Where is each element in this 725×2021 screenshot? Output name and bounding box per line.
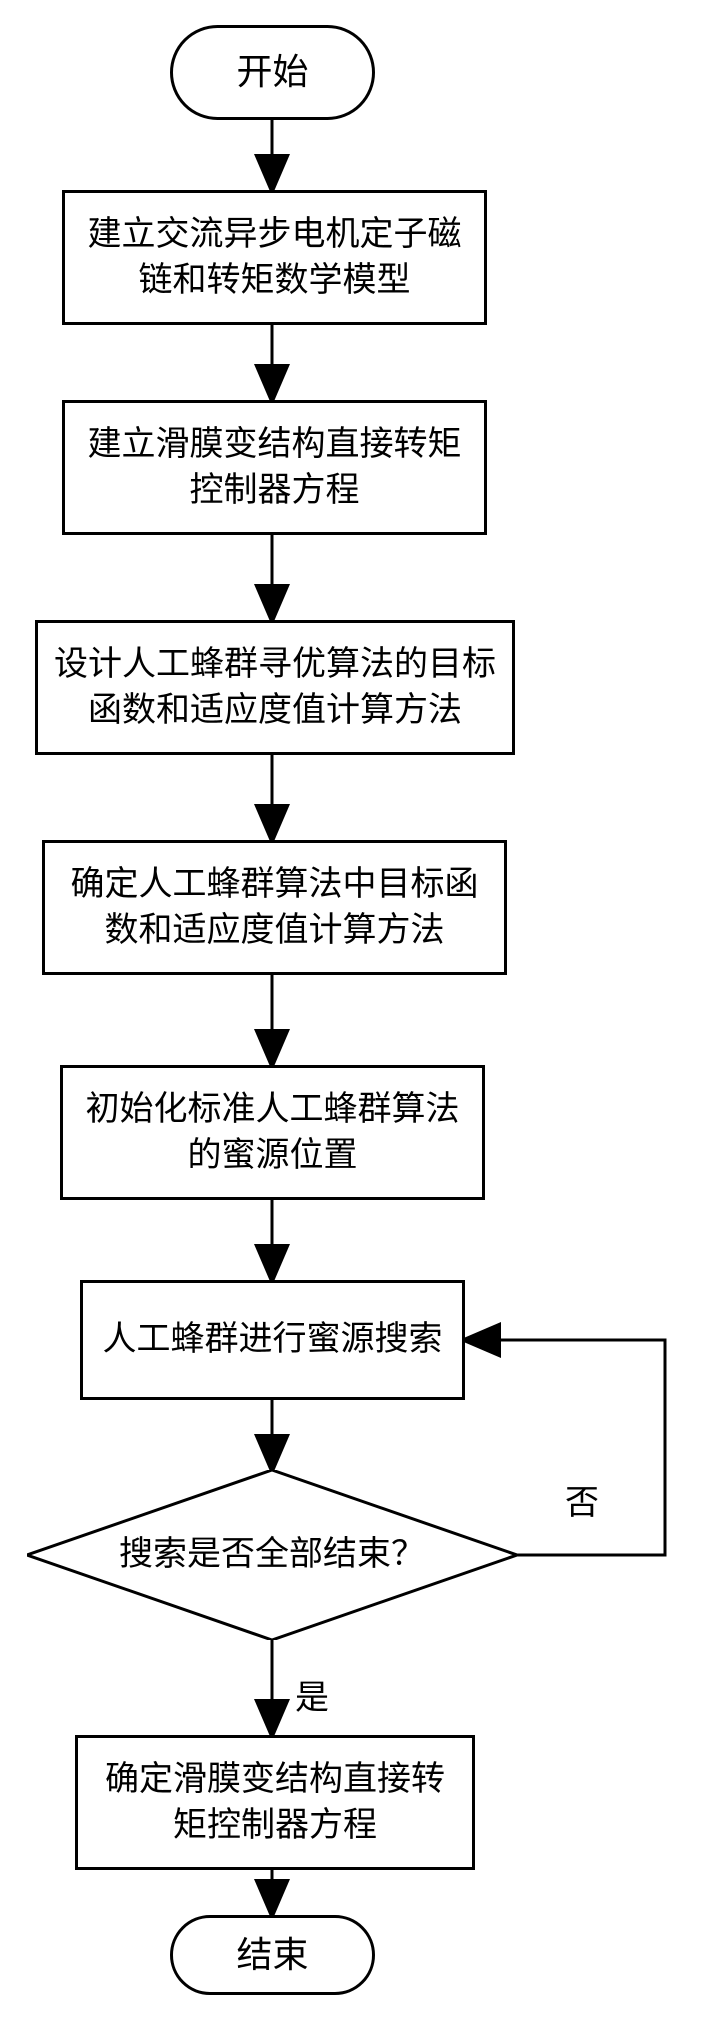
end-terminal: 结束 [170,1915,375,1995]
process-4-label: 确定人工蜂群算法中目标函数和适应度值计算方法 [59,862,490,954]
start-terminal: 开始 [170,25,375,120]
process-5-label: 初始化标准人工蜂群算法的蜜源位置 [77,1087,468,1179]
process-1-label: 建立交流异步电机定子磁链和转矩数学模型 [79,212,470,304]
end-label: 结束 [236,1931,308,1980]
process-build-model: 建立交流异步电机定子磁链和转矩数学模型 [62,190,487,325]
edge-label-no: 否 [565,1475,599,1524]
process-3-label: 设计人工蜂群寻优算法的目标函数和适应度值计算方法 [52,642,498,734]
flowchart-container: 开始 建立交流异步电机定子磁链和转矩数学模型 建立滑膜变结构直接转矩控制器方程 … [0,0,725,2021]
process-final-controller: 确定滑膜变结构直接转矩控制器方程 [75,1735,475,1870]
decision-search-done: 搜索是否全部结束？ [27,1470,517,1640]
process-search-nectar: 人工蜂群进行蜜源搜索 [80,1280,465,1400]
edge-label-yes: 是 [295,1670,329,1719]
process-design-abc: 设计人工蜂群寻优算法的目标函数和适应度值计算方法 [35,620,515,755]
process-6-label: 人工蜂群进行蜜源搜索 [103,1317,443,1363]
process-init-nectar: 初始化标准人工蜂群算法的蜜源位置 [60,1065,485,1200]
process-build-controller: 建立滑膜变结构直接转矩控制器方程 [62,400,487,535]
process-7-label: 确定滑膜变结构直接转矩控制器方程 [92,1757,458,1849]
decision-label: 搜索是否全部结束？ [119,1533,425,1577]
process-determine-fitness: 确定人工蜂群算法中目标函数和适应度值计算方法 [42,840,507,975]
start-label: 开始 [236,48,308,97]
process-2-label: 建立滑膜变结构直接转矩控制器方程 [79,422,470,514]
